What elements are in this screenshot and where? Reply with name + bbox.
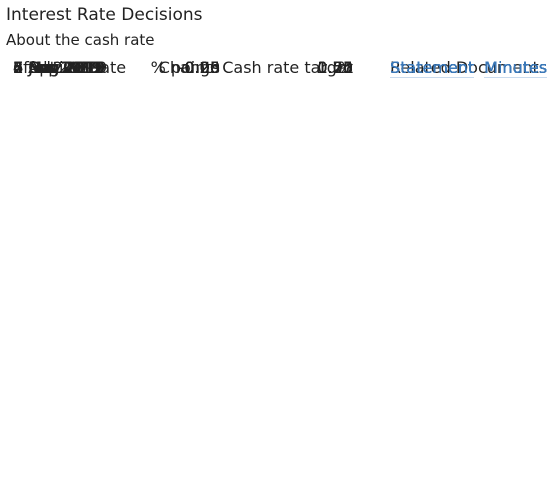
date-cell: 6 Nov 2019 bbox=[13, 58, 106, 77]
document-link[interactable]: Minutes bbox=[484, 58, 548, 78]
target-cell: 1.50 bbox=[317, 58, 353, 77]
change-cell: 0.00 bbox=[184, 58, 220, 77]
document-link[interactable]: Statement bbox=[390, 58, 475, 78]
change-cell: -0.25 bbox=[178, 58, 220, 77]
target-cell: 1.50 bbox=[317, 58, 353, 77]
document-link[interactable]: Statement bbox=[390, 58, 475, 78]
column-header: Related Documents bbox=[390, 58, 548, 77]
document-link[interactable]: Statement bbox=[390, 58, 475, 78]
target-cell: 1.00 bbox=[317, 58, 353, 77]
target-cell: 1.00 bbox=[317, 58, 353, 77]
document-link[interactable]: Minutes bbox=[484, 58, 548, 78]
documents-cell: Statement Minutes bbox=[390, 58, 548, 78]
documents-cell: Statement Minutes bbox=[390, 58, 548, 78]
document-link[interactable]: Statement bbox=[390, 58, 475, 78]
document-link[interactable]: Statement bbox=[390, 58, 475, 78]
target-cell: 0.75 bbox=[317, 58, 353, 77]
document-link[interactable]: Statement bbox=[390, 58, 475, 78]
document-link[interactable]: Statement bbox=[390, 58, 475, 78]
change-cell: 0.00 bbox=[184, 58, 220, 77]
document-link[interactable]: Minutes bbox=[484, 58, 548, 78]
document-link[interactable]: Minutes bbox=[484, 58, 548, 78]
change-cell: 0.00 bbox=[184, 58, 220, 77]
documents-cell: Statement Minutes bbox=[390, 58, 548, 78]
date-cell: 5 Jun 2019 bbox=[13, 58, 100, 77]
subtitle: About the cash rate bbox=[6, 31, 155, 49]
date-cell: 4 Sep 2019 bbox=[13, 58, 105, 77]
date-cell: 8 May 2019 bbox=[13, 58, 108, 77]
column-unit: % points bbox=[150, 58, 220, 77]
change-cell: 0.00 bbox=[184, 58, 220, 77]
change-cell: 0.00 bbox=[184, 58, 220, 77]
date-cell: 7 Aug 2019 bbox=[13, 58, 106, 77]
documents-cell: Statement Minutes bbox=[390, 58, 548, 78]
documents-cell: Statement Minutes bbox=[390, 58, 548, 78]
target-cell: 1.00 bbox=[317, 58, 353, 77]
documents-cell: Statement Minutes bbox=[390, 58, 548, 78]
change-cell: 0.00 bbox=[184, 58, 220, 77]
target-cell: 0.75 bbox=[317, 58, 353, 77]
target-cell: 1.25 bbox=[317, 58, 353, 77]
target-cell: 0.75 bbox=[317, 58, 353, 77]
change-cell: -0.25 bbox=[178, 58, 220, 77]
documents-cell: Statement Minutes bbox=[390, 58, 548, 78]
column-unit: % bbox=[337, 58, 353, 77]
document-link[interactable]: Minutes bbox=[484, 58, 548, 78]
document-link[interactable]: Statement bbox=[390, 58, 475, 78]
column-header: Effective Date bbox=[13, 58, 127, 77]
date-cell: 4 Dec 2019 bbox=[13, 58, 106, 77]
documents-cell: Statement Minutes bbox=[390, 58, 548, 78]
change-cell: -0.25 bbox=[178, 58, 220, 77]
documents-cell: Statement Minutes bbox=[390, 58, 548, 78]
document-link[interactable]: Statement bbox=[390, 58, 475, 78]
document-link[interactable]: Minutes bbox=[484, 58, 548, 78]
document-link[interactable]: Statement bbox=[390, 58, 475, 78]
column-header: Cash rate target bbox=[222, 58, 353, 77]
date-cell: 3 Jul 2019 bbox=[13, 58, 94, 77]
document-link[interactable]: Minutes bbox=[484, 58, 548, 78]
documents-cell: Statement Minutes bbox=[390, 58, 548, 78]
document-link[interactable]: Minutes bbox=[484, 58, 548, 78]
column-header: Change bbox=[158, 58, 220, 77]
document-link[interactable]: Minutes bbox=[484, 58, 548, 78]
document-link[interactable]: Minutes bbox=[484, 58, 548, 78]
date-cell: 3 Apr 2019 bbox=[13, 58, 102, 77]
document-link[interactable]: Minutes bbox=[484, 58, 548, 78]
document-link[interactable]: Statement bbox=[390, 58, 475, 78]
change-cell: 0.00 bbox=[184, 58, 220, 77]
target-cell: 1.50 bbox=[317, 58, 353, 77]
date-cell: 2 Oct 2019 bbox=[13, 58, 102, 77]
documents-cell: Statement Minutes bbox=[390, 58, 548, 78]
change-cell: 0.00 bbox=[184, 58, 220, 77]
title: Interest Rate Decisions bbox=[6, 5, 203, 25]
date-cell: 6 Mar 2019 bbox=[13, 58, 105, 77]
target-cell: 1.50 bbox=[317, 58, 353, 77]
date-cell: 6 Feb 2019 bbox=[13, 58, 103, 77]
